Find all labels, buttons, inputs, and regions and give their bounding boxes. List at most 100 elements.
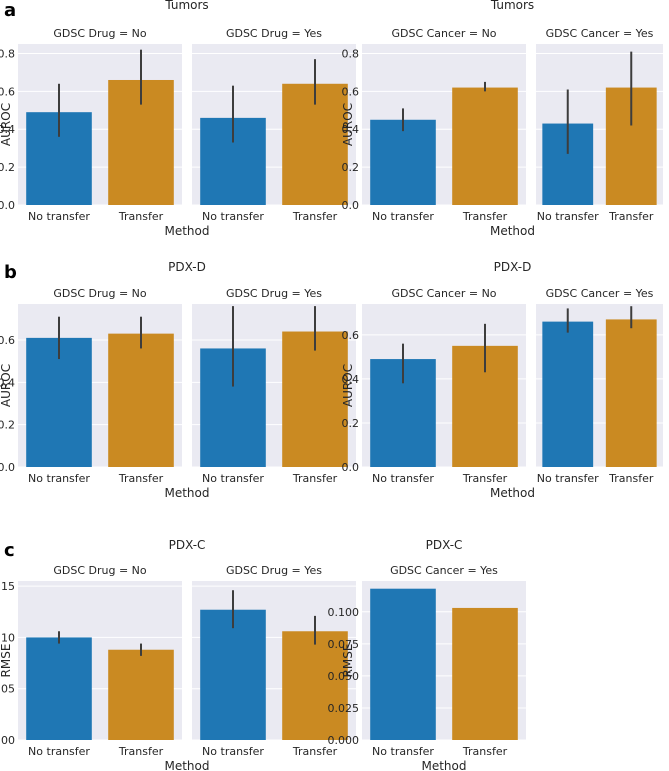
y-tick-label: 0.05: [0, 683, 15, 696]
y-tick-label: 0.6: [342, 329, 360, 342]
x-tick-label: Transfer: [118, 472, 164, 485]
x-axis-label: Method: [490, 224, 535, 238]
panel-1: GDSC Drug = No No transfer Transfer: [18, 27, 182, 223]
panel-2: GDSC Drug = Yes No transfer Transfer: [192, 27, 356, 223]
y-tick-label: 0.0: [342, 461, 360, 474]
x-tick-label: No transfer: [372, 472, 434, 485]
y-tick-label: 0.6: [0, 85, 15, 98]
y-tick-label: 0.8: [342, 47, 360, 60]
panel-2: GDSC Drug = Yes No transfer Transfer: [192, 564, 356, 758]
facet-title: GDSC Drug = Yes: [226, 564, 322, 577]
panel-1: GDSC Cancer = Yes No transfer Transfer: [362, 564, 526, 758]
group-title: PDX-D: [494, 260, 532, 274]
x-tick-label: No transfer: [28, 745, 90, 758]
y-tick-label: 0.075: [328, 638, 360, 651]
y-axis-label: AUROC: [341, 364, 355, 407]
bar-transfer: [282, 631, 348, 740]
x-tick-label: No transfer: [372, 745, 434, 758]
row-letter: b: [4, 262, 17, 283]
x-tick-label: Transfer: [462, 745, 508, 758]
bar-no-transfer: [542, 321, 594, 467]
y-tick-label: 0.4: [0, 123, 15, 136]
bar-no-transfer: [200, 609, 266, 740]
x-axis-label: Method: [164, 486, 209, 500]
facet-title: GDSC Drug = Yes: [226, 27, 322, 40]
bar-transfer: [452, 87, 518, 205]
chart-group-6: PDX-C RMSE 0.000 0.025 0.050 0.075 0.100 Method…: [328, 538, 526, 771]
bar-no-transfer: [26, 337, 92, 467]
panel-1: GDSC Cancer = No No transfer Transfer: [362, 27, 526, 223]
x-axis-label: Method: [164, 224, 209, 238]
bar-transfer: [605, 319, 657, 467]
x-tick-label: No transfer: [202, 210, 264, 223]
y-tick-label: 0.0: [342, 199, 360, 212]
y-tick-label: 0.6: [342, 85, 360, 98]
x-tick-label: No transfer: [537, 210, 599, 223]
facet-title: GDSC Drug = No: [53, 564, 147, 577]
x-axis-label: Method: [421, 759, 466, 771]
x-tick-label: No transfer: [28, 210, 90, 223]
bar-transfer: [108, 333, 174, 467]
y-tick-label: 0.2: [0, 161, 15, 174]
y-tick-label: 0.10: [0, 631, 15, 644]
y-tick-label: 0.0: [0, 461, 15, 474]
facet-title: GDSC Cancer = No: [391, 287, 496, 300]
group-title: PDX-C: [169, 538, 206, 552]
bar-transfer: [282, 331, 348, 467]
panel-2: GDSC Cancer = Yes No transfer Transfer: [536, 27, 663, 223]
x-tick-label: No transfer: [28, 472, 90, 485]
y-tick-label: 0.100: [328, 606, 360, 619]
group-title: PDX-C: [426, 538, 463, 552]
y-axis-label: RMSE: [341, 644, 355, 678]
y-tick-label: 0.050: [328, 670, 360, 683]
x-tick-label: Transfer: [118, 745, 164, 758]
y-tick-label: 0.8: [0, 47, 15, 60]
y-tick-label: 0.025: [328, 702, 360, 715]
facet-title: GDSC Drug = No: [53, 287, 147, 300]
x-tick-label: Transfer: [462, 472, 508, 485]
x-axis-label: Method: [490, 486, 535, 500]
bar-transfer: [452, 607, 518, 740]
y-axis-label: RMSE: [0, 644, 13, 678]
group-title: Tumors: [164, 0, 208, 12]
panel-1: GDSC Drug = No No transfer Transfer: [18, 287, 182, 485]
y-tick-label: 0.2: [342, 417, 360, 430]
y-tick-label: 0.4: [342, 123, 360, 136]
y-tick-label: 0.2: [342, 161, 360, 174]
panel-1: GDSC Drug = No No transfer Transfer: [18, 564, 182, 758]
panel-2: GDSC Cancer = Yes No transfer Transfer: [536, 287, 663, 485]
panel-2: GDSC Drug = Yes No transfer Transfer: [192, 287, 356, 485]
bar-transfer: [108, 649, 174, 740]
y-tick-label: 0.00: [0, 734, 15, 747]
row-letter: c: [4, 540, 15, 561]
y-axis-label: AUROC: [0, 103, 13, 146]
panel-1: GDSC Cancer = No No transfer Transfer: [362, 287, 526, 485]
facet-title: GDSC Cancer = Yes: [546, 27, 654, 40]
x-tick-label: Transfer: [608, 472, 654, 485]
group-title: Tumors: [490, 0, 534, 12]
bar-no-transfer: [26, 637, 92, 740]
x-tick-label: Transfer: [118, 210, 164, 223]
facet-title: GDSC Cancer = No: [391, 27, 496, 40]
y-tick-label: 0.15: [0, 580, 15, 593]
x-tick-label: Transfer: [292, 210, 338, 223]
y-tick-label: 0.2: [0, 419, 15, 432]
y-tick-label: 0.000: [328, 734, 360, 747]
y-axis-label: AUROC: [0, 364, 13, 407]
facet-title: GDSC Drug = No: [53, 27, 147, 40]
facet-title: GDSC Drug = Yes: [226, 287, 322, 300]
group-title: PDX-D: [168, 260, 206, 274]
x-tick-label: Transfer: [292, 745, 338, 758]
x-tick-label: Transfer: [292, 472, 338, 485]
x-axis-label: Method: [164, 759, 209, 771]
y-tick-label: 0.4: [342, 373, 360, 386]
y-tick-label: 0.0: [0, 199, 15, 212]
y-axis-label: AUROC: [341, 103, 355, 146]
x-tick-label: Transfer: [608, 210, 654, 223]
facet-title: GDSC Cancer = Yes: [546, 287, 654, 300]
